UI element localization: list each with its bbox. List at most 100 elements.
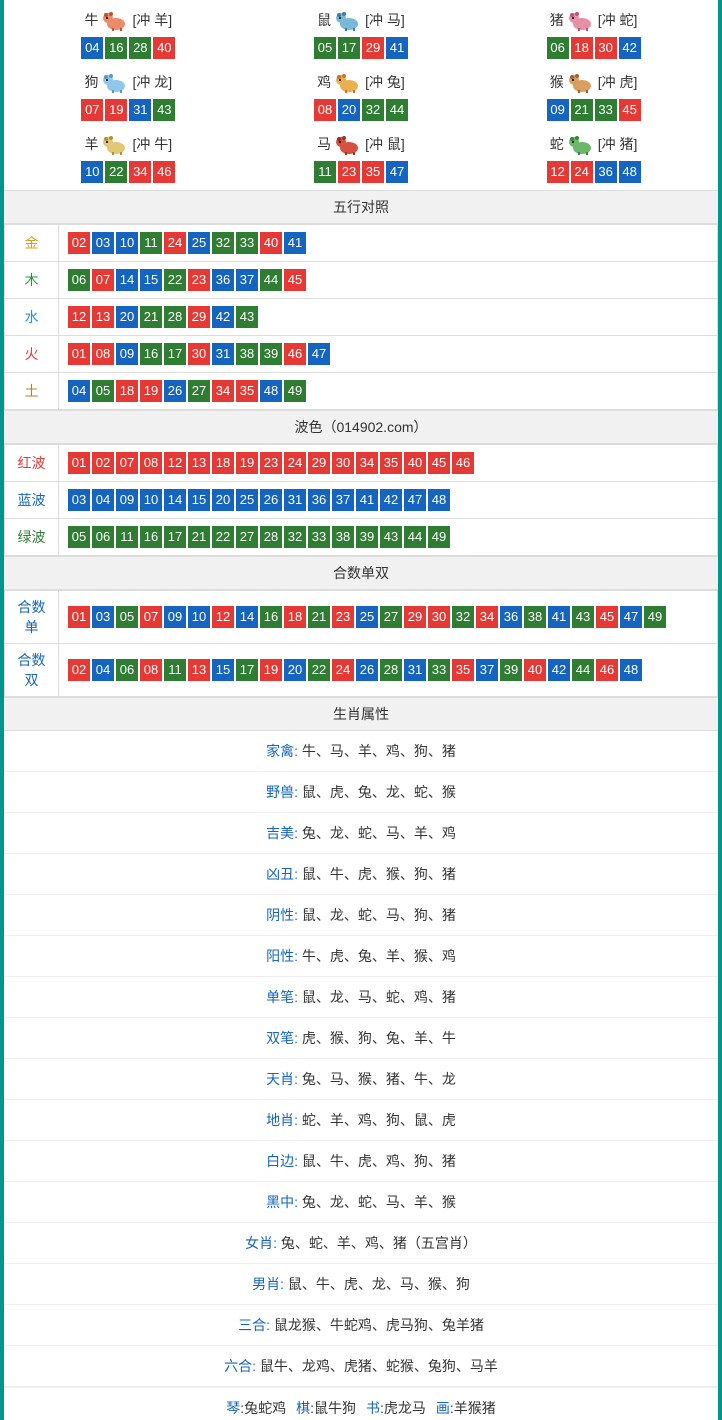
number-badge: 47 [404,489,426,511]
qinqishuhua-row: 琴:兔蛇鸡棋:鼠牛狗书:虎龙马画:羊猴猪 [4,1387,718,1420]
number-badge: 29 [362,37,384,59]
attribute-row: 阴性: 鼠、龙、蛇、马、狗、猪 [4,895,718,936]
number-badge: 25 [356,606,378,628]
attribute-key: 阴性: [266,907,302,923]
table-row: 合数双0204060811131517192022242628313335373… [5,644,718,697]
shuxing-rows: 家禽: 牛、马、羊、鸡、狗、猪野兽: 鼠、虎、兔、龙、蛇、猴吉美: 兔、龙、蛇、… [4,731,718,1387]
number-badge: 41 [356,489,378,511]
number-badge: 18 [571,37,593,59]
row-label: 金 [5,225,59,262]
number-badge: 27 [380,606,402,628]
number-badge: 41 [386,37,408,59]
number-badge: 15 [212,659,234,681]
zodiac-numbers: 04162840 [12,36,245,60]
zodiac-cell: 蛇[冲 猪]12243648 [477,126,710,188]
attribute-row: 阳性: 牛、虎、兔、羊、猴、鸡 [4,936,718,977]
attribute-key: 女肖: [245,1235,281,1251]
number-badge: 41 [284,232,306,254]
number-badge: 12 [68,306,90,328]
table-row: 蓝波03040910141520252631363741424748 [5,482,718,519]
number-badge: 23 [188,269,210,291]
number-badge: 03 [92,606,114,628]
number-badge: 35 [380,452,402,474]
number-badge: 23 [338,161,360,183]
gou-icon [100,70,130,94]
number-badge: 28 [129,37,151,59]
attribute-value: 兔、龙、蛇、马、羊、猴 [302,1194,456,1210]
zhu-icon [566,8,596,32]
attribute-value: 鼠、牛、虎、龙、马、猴、狗 [288,1276,470,1292]
number-badge: 23 [260,452,282,474]
number-badge: 27 [236,526,258,548]
number-badge: 07 [140,606,162,628]
number-badge: 39 [500,659,522,681]
hou-icon [566,70,596,94]
row-label: 水 [5,299,59,336]
number-badge: 45 [428,452,450,474]
shuxing-header: 生肖属性 [4,697,718,731]
attribute-key: 家禽: [266,743,302,759]
number-badge: 17 [338,37,360,59]
number-badge: 07 [81,99,103,121]
row-numbers: 03040910141520252631363741424748 [59,482,718,519]
number-badge: 32 [212,232,234,254]
zodiac-name: 鸡 [317,72,331,92]
row-label: 木 [5,262,59,299]
number-badge: 18 [212,452,234,474]
number-badge: 09 [164,606,186,628]
qinqishuhua-key: 琴 [226,1400,240,1416]
number-badge: 31 [129,99,151,121]
zodiac-title: 狗[冲 龙] [12,68,245,96]
number-badge: 41 [548,606,570,628]
zodiac-cell: 牛[冲 羊]04162840 [12,2,245,64]
table-row: 金02031011242532334041 [5,225,718,262]
number-badge: 04 [81,37,103,59]
number-badge: 30 [188,343,210,365]
number-badge: 37 [332,489,354,511]
number-badge: 31 [404,659,426,681]
number-badge: 04 [68,380,90,402]
number-badge: 06 [92,526,114,548]
attribute-key: 双笔: [266,1030,302,1046]
zodiac-cell: 猴[冲 虎]09213345 [477,64,710,126]
number-badge: 21 [571,99,593,121]
zodiac-cell: 羊[冲 牛]10223446 [12,126,245,188]
number-badge: 12 [212,606,234,628]
zodiac-title: 鼠[冲 马] [245,6,478,34]
number-badge: 16 [140,343,162,365]
attribute-row: 黑中: 兔、龙、蛇、马、羊、猴 [4,1182,718,1223]
zodiac-name: 猴 [550,72,564,92]
zodiac-name: 马 [317,134,331,154]
number-badge: 03 [92,232,114,254]
bose-table: 红波0102070812131819232429303435404546蓝波03… [4,444,718,556]
number-badge: 28 [260,526,282,548]
row-numbers: 05061116172122272832333839434449 [59,519,718,556]
number-badge: 24 [332,659,354,681]
attribute-row: 吉美: 兔、龙、蛇、马、羊、鸡 [4,813,718,854]
number-badge: 49 [284,380,306,402]
number-badge: 46 [153,161,175,183]
zodiac-conflict: [冲 龙] [132,72,172,92]
number-badge: 29 [188,306,210,328]
number-badge: 48 [619,161,641,183]
number-badge: 33 [428,659,450,681]
zodiac-numbers: 08203244 [245,98,478,122]
number-badge: 38 [236,343,258,365]
number-badge: 22 [164,269,186,291]
number-badge: 21 [140,306,162,328]
number-badge: 08 [140,659,162,681]
wuxing-header: 五行对照 [4,190,718,224]
attribute-value: 牛、虎、兔、羊、猴、鸡 [302,948,456,964]
qinqishuhua-item: 画:羊猴猪 [436,1398,496,1418]
number-badge: 25 [188,232,210,254]
attribute-key: 单笔: [266,989,302,1005]
number-badge: 18 [284,606,306,628]
number-badge: 14 [236,606,258,628]
zodiac-numbers: 05172941 [245,36,478,60]
number-badge: 14 [164,489,186,511]
attribute-key: 野兽: [266,784,302,800]
attribute-value: 鼠牛、龙鸡、虎猪、蛇猴、兔狗、马羊 [260,1358,498,1374]
number-badge: 12 [547,161,569,183]
number-badge: 35 [452,659,474,681]
zodiac-numbers: 09213345 [477,98,710,122]
